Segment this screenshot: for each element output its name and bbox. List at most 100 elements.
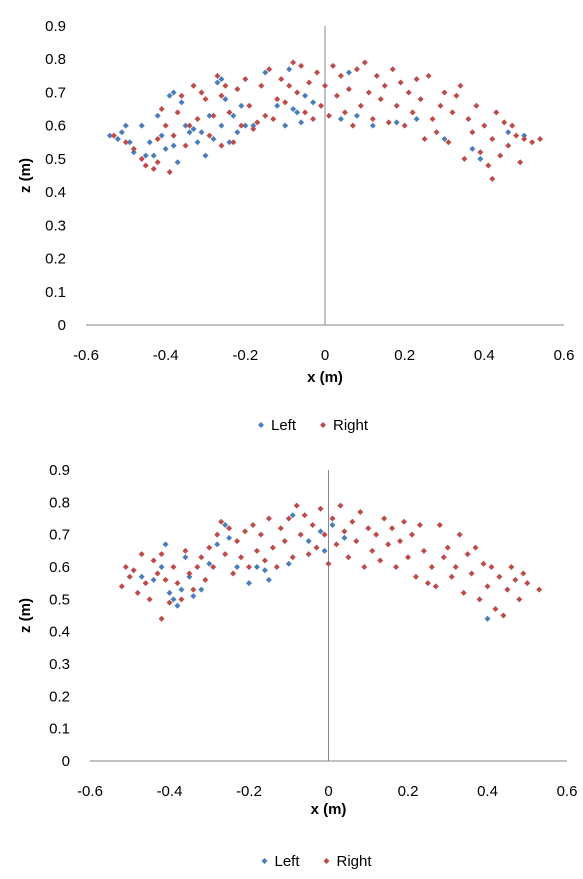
data-point-right [497, 152, 504, 159]
data-point-right [166, 599, 173, 606]
data-point-right [190, 586, 197, 593]
data-point-left [469, 145, 476, 152]
data-point-left [170, 89, 177, 96]
data-point-right [154, 135, 161, 142]
data-point-right [473, 102, 480, 109]
data-point-right [158, 106, 165, 113]
data-point-right [206, 544, 213, 551]
data-point-right [485, 162, 492, 169]
data-point-right [484, 583, 491, 590]
data-point-left [477, 155, 484, 162]
data-point-right [373, 531, 380, 538]
data-point-right [314, 69, 321, 76]
data-point-left [198, 129, 205, 136]
data-point-right [377, 557, 384, 564]
x-tick-label: -0.2 [232, 347, 258, 364]
data-point-right [513, 132, 520, 139]
y-tick-label: 0.3 [49, 656, 70, 673]
data-point-left [158, 564, 165, 570]
data-point-right [142, 162, 149, 169]
data-point-left [194, 139, 201, 146]
data-point-left [289, 512, 296, 519]
data-point-right [412, 573, 419, 580]
data-point-right [269, 544, 276, 551]
data-point-left [226, 139, 233, 146]
data-point-left [170, 596, 177, 603]
data-point-right [257, 531, 264, 538]
y-tick-label: 0.1 [49, 721, 70, 738]
data-point-right [194, 564, 201, 570]
data-point-right [345, 554, 352, 561]
data-point-right [349, 518, 356, 525]
data-point-right [294, 89, 301, 96]
data-point-right [218, 92, 225, 99]
x-axis-title: x (m) [311, 801, 347, 818]
x-tick-label: -0.2 [236, 783, 262, 800]
data-point-right [521, 135, 528, 142]
data-point-right [381, 82, 388, 89]
data-point-right [456, 531, 463, 538]
x-tick-label: 0.4 [477, 783, 498, 800]
data-point-left [353, 112, 360, 119]
legend-label-right: Right [337, 853, 373, 870]
data-point-right [516, 596, 523, 603]
data-point-right [489, 135, 496, 142]
data-point-right [262, 112, 269, 119]
data-point-right [440, 554, 447, 561]
data-point-right [282, 99, 289, 106]
data-point-right [389, 525, 396, 532]
data-point-left [126, 139, 133, 146]
data-point-right [333, 541, 340, 548]
data-point-left [393, 119, 400, 126]
data-point-left [178, 99, 185, 106]
data-point-right [461, 155, 468, 162]
y-tick-label: 0.6 [49, 559, 70, 576]
data-point-right [349, 122, 356, 129]
data-point-right [246, 564, 252, 570]
data-point-right [202, 96, 209, 103]
data-point-left [521, 132, 528, 139]
data-point-right [297, 531, 304, 538]
data-point-left [285, 560, 292, 567]
data-point-right [266, 66, 273, 73]
data-point-left [142, 152, 149, 159]
data-point-right [202, 576, 209, 583]
data-point-left [122, 122, 129, 129]
data-point-right [150, 557, 157, 564]
data-point-left [321, 547, 328, 554]
data-point-left [146, 139, 153, 146]
legend-label-left: Left [275, 853, 301, 870]
y-tick-label: 0.8 [49, 494, 70, 511]
data-point-right [444, 544, 451, 551]
data-point-right [182, 547, 189, 554]
data-point-left [413, 116, 420, 123]
data-point-right [126, 573, 133, 580]
y-tick-label: 0 [62, 753, 70, 770]
data-point-right [373, 72, 380, 79]
data-point-right [417, 96, 424, 103]
data-point-left [341, 534, 348, 541]
data-point-right [306, 79, 313, 86]
data-point-right [285, 515, 292, 522]
data-point-right [472, 544, 479, 551]
data-point-left [178, 586, 185, 593]
data-point-right [329, 515, 336, 522]
data-point-left [317, 528, 324, 535]
data-point-right [465, 116, 472, 123]
data-point-left [166, 92, 173, 99]
data-point-left [234, 564, 241, 570]
y-tick-label: 0.7 [45, 84, 66, 101]
data-point-right [313, 544, 320, 551]
data-point-right [325, 560, 332, 567]
data-point-right [337, 72, 344, 79]
data-point-right [345, 86, 352, 93]
data-point-right [393, 564, 400, 570]
data-point-left [114, 135, 121, 142]
data-point-right [277, 525, 284, 532]
data-point-right [322, 82, 328, 89]
data-point-right [174, 580, 181, 587]
data-point-left [190, 125, 197, 132]
data-point-right [437, 102, 444, 109]
data-point-right [365, 525, 372, 532]
data-point-left [202, 152, 209, 159]
